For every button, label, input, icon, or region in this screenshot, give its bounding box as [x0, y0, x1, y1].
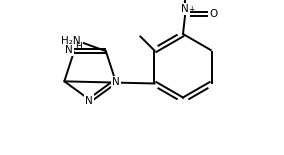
Text: N: N — [181, 4, 189, 14]
Text: +: + — [188, 5, 194, 15]
Text: H: H — [75, 42, 82, 51]
Text: N: N — [112, 77, 120, 87]
Text: N: N — [85, 95, 93, 106]
Text: N: N — [65, 45, 73, 55]
Text: O: O — [210, 9, 218, 19]
Text: H₂N: H₂N — [61, 36, 81, 46]
